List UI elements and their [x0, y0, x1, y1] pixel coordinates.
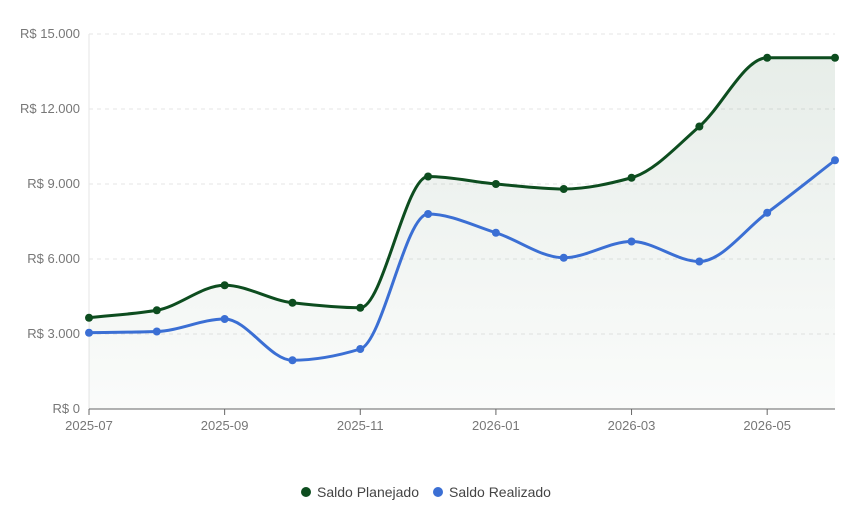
data-point-saldo-realizado[interactable]	[559, 253, 568, 262]
data-point-saldo-realizado[interactable]	[152, 327, 161, 336]
x-tick-label: 2026-05	[743, 418, 791, 433]
data-point-saldo-planejado[interactable]	[559, 185, 568, 193]
y-tick-label: R$ 3.000	[27, 326, 80, 341]
data-point-saldo-planejado[interactable]	[695, 122, 704, 131]
x-tick-label: 2025-11	[337, 418, 384, 433]
data-point-saldo-realizado[interactable]	[85, 328, 93, 337]
data-point-saldo-realizado[interactable]	[356, 345, 365, 353]
x-tick-label: 2025-07	[65, 418, 113, 433]
y-tick-label: R$ 9.000	[27, 176, 80, 191]
data-point-saldo-planejado[interactable]	[491, 180, 500, 188]
data-point-saldo-realizado[interactable]	[491, 228, 500, 237]
x-tick-label: 2026-03	[608, 418, 656, 433]
series-lines	[85, 53, 839, 409]
y-tick-label: R$ 15.000	[20, 26, 80, 41]
x-tick-label: 2026-01	[472, 418, 520, 433]
x-axis: 2025-07 2025-09 2025-11 2026-01 2026-03 2026-…	[65, 408, 835, 433]
y-tick-label: R$ 12.000	[20, 101, 80, 116]
data-point-saldo-planejado[interactable]	[627, 173, 636, 182]
data-point-saldo-realizado[interactable]	[627, 237, 636, 246]
data-point-saldo-planejado[interactable]	[424, 172, 433, 181]
data-point-saldo-realizado[interactable]	[763, 208, 772, 217]
y-tick-label: R$ 0	[53, 401, 80, 416]
data-point-saldo-realizado[interactable]	[424, 210, 433, 218]
legend-label-saldo-planejado: Saldo Planejado	[317, 484, 419, 500]
data-point-saldo-planejado[interactable]	[152, 306, 161, 315]
data-point-saldo-realizado[interactable]	[288, 356, 297, 365]
y-axis: R$ 0 R$ 3.000 R$ 6.000 R$ 9.000 R$ 12.000 R$ …	[20, 26, 90, 416]
legend-label-saldo-realizado: Saldo Realizado	[449, 484, 551, 500]
data-point-saldo-realizado[interactable]	[695, 257, 704, 266]
data-point-saldo-planejado[interactable]	[220, 281, 229, 290]
data-point-saldo-realizado[interactable]	[831, 156, 839, 165]
data-point-saldo-planejado[interactable]	[763, 53, 772, 62]
data-point-saldo-planejado[interactable]	[288, 298, 297, 307]
data-point-saldo-realizado[interactable]	[220, 315, 229, 323]
legend: Saldo Planejado Saldo Realizado	[0, 484, 852, 500]
data-point-saldo-planejado[interactable]	[831, 53, 839, 62]
legend-item-saldo-realizado[interactable]: Saldo Realizado	[433, 484, 551, 500]
x-tick-label: 2025-09	[201, 418, 249, 433]
legend-item-saldo-planejado[interactable]: Saldo Planejado	[301, 484, 419, 500]
legend-marker-saldo-planejado	[301, 487, 312, 497]
data-point-saldo-planejado[interactable]	[356, 303, 365, 312]
legend-marker-saldo-realizado	[433, 487, 443, 497]
data-point-saldo-planejado[interactable]	[85, 313, 93, 322]
area-saldo-planejado	[89, 57, 835, 409]
y-tick-label: R$ 6.000	[27, 251, 80, 266]
